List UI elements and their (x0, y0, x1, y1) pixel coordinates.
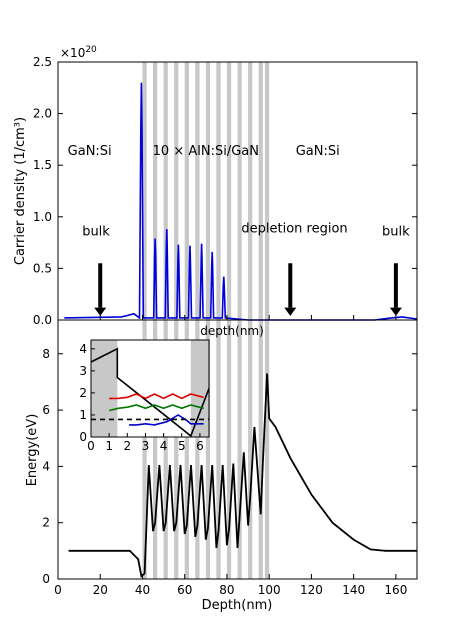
top-annotation-2: GaN:Si (296, 144, 340, 159)
down-arrow-2 (389, 263, 402, 316)
inset-series-3 (129, 414, 204, 426)
inset-lines (90, 347, 210, 438)
top-y-axis-label: Carrier density (1/cm³) (13, 117, 28, 265)
inset-series-2 (109, 404, 204, 412)
top-y-tick-label-0: 0.0 (33, 313, 52, 327)
inset-x-tick-label-0: 0 (87, 439, 95, 453)
top-arrows (94, 263, 402, 316)
bottom-x-tick-label-2: 40 (135, 583, 150, 597)
inset-shade-1 (190, 340, 209, 437)
bottom-x-tick-label-4: 80 (219, 583, 234, 597)
bottom-y-tick-label-2: 4 (42, 459, 50, 473)
bottom-x-tick-label-3: 60 (177, 583, 192, 597)
inset-y-tick-label-3: 3 (79, 364, 87, 378)
bottom-x-ticks: 0 20 40 60 80 100 120 140 160 (54, 574, 407, 597)
inset-x-tick-label-4: 4 (160, 439, 168, 453)
top-annotations: GaN:Si 10 × AlN:Si/GaN GaN:Si bulk depletion… (68, 144, 410, 239)
bottom-y-ticks: 0 2 4 6 8 (42, 347, 417, 586)
bottom-y-tick-label-4: 8 (42, 347, 50, 361)
top-annotation-5: bulk (382, 224, 410, 239)
down-arrow-head-0 (94, 307, 107, 316)
inset-x-tick-label-1: 1 (105, 439, 113, 453)
bottom-axes-frame (57, 319, 418, 580)
top-y-tick-label-1: 0.5 (33, 261, 52, 275)
top-annotation-0: GaN:Si (68, 144, 112, 159)
top-annotation-4: depletion region (241, 221, 347, 236)
top-y-ticks: 0.0 0.5 1.0 1.5 2.0 2.5 (33, 55, 417, 327)
bottom-x-tick-label-6: 120 (300, 583, 323, 597)
top-annotation-3: bulk (82, 224, 110, 239)
inset-x-axis-label: depth(nm) (200, 324, 264, 338)
top-y-tick-label-4: 2.0 (33, 107, 52, 121)
top-y-tick-label-2: 1.0 (33, 210, 52, 224)
inset-y-tick-label-1: 1 (79, 408, 87, 422)
bottom-y-tick-label-3: 6 (42, 403, 50, 417)
down-arrow-0 (94, 263, 107, 316)
down-arrow-head-2 (389, 307, 402, 316)
inset-x-tick-label-2: 2 (123, 439, 131, 453)
bottom-y-tick-label-0: 0 (42, 572, 50, 586)
down-arrow-1 (284, 263, 297, 316)
bottom-x-tick-label-0: 0 (54, 583, 62, 597)
bottom-x-tick-label-5: 100 (258, 583, 281, 597)
inset-x-tick-label-6: 6 (196, 439, 204, 453)
bottom-y-tick-label-1: 2 (42, 516, 50, 530)
energy-profile-curve (68, 373, 417, 578)
inset-y-tick-label-2: 2 (79, 386, 87, 400)
top-y-tick-label-3: 1.5 (33, 158, 52, 172)
inset-y-tick-label-0: 0 (79, 430, 87, 444)
inset-y-tick-label-4: 4 (79, 342, 87, 356)
bottom-x-tick-label-1: 20 (93, 583, 108, 597)
down-arrow-head-1 (284, 307, 297, 316)
top-y-tick-label-5: 2.5 (33, 55, 52, 69)
bottom-x-tick-label-8: 160 (384, 583, 407, 597)
carrier-density-curve (64, 82, 418, 321)
top-exponent-label: ×1020 (60, 45, 97, 60)
bottom-y-axis-label: Energy(eV) (25, 414, 40, 487)
bottom-x-tick-label-7: 140 (342, 583, 365, 597)
top-annotation-1: 10 × AlN:Si/GaN (153, 144, 259, 159)
bottom-x-axis-label: Depth(nm) (202, 598, 273, 613)
inset-frame (90, 339, 210, 438)
inset-series-0 (90, 347, 210, 438)
inset-series-1 (109, 393, 204, 400)
inset-x-tick-label-5: 5 (178, 439, 186, 453)
top-panel: 0.0 0.5 1.0 1.5 2.0 2.5 ×1020 Carrier density… (13, 45, 418, 327)
inset-x-tick-label-3: 3 (142, 439, 150, 453)
